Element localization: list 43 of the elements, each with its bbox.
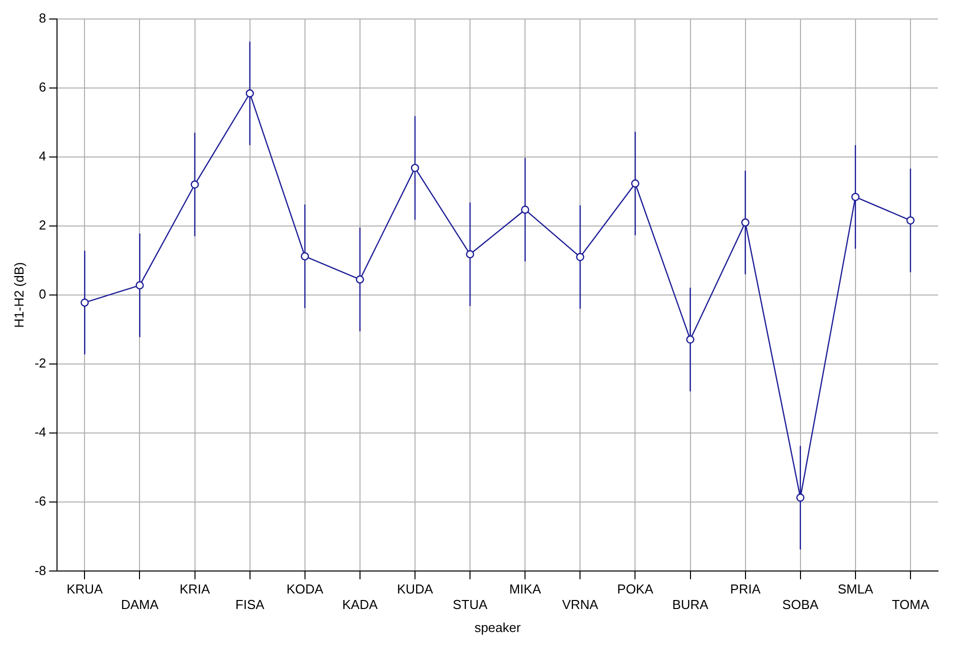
y-tick-label: -2 [34, 356, 46, 371]
point [906, 216, 915, 225]
point [246, 89, 254, 98]
x-tick-label: BURA [672, 597, 709, 612]
x-tick-label: KODA [286, 582, 324, 597]
y-tick-label: -6 [34, 494, 46, 509]
y-tick-label: 4 [38, 148, 46, 164]
point [796, 494, 804, 502]
point [686, 335, 694, 344]
y-tick-label: 6 [38, 79, 46, 94]
x-tick-label: FISA [235, 597, 265, 612]
x-tick-label: STUA [452, 597, 488, 612]
x-tick-label: KUDA [396, 582, 434, 597]
y-tick-label: -8 [34, 562, 46, 578]
point [80, 298, 89, 307]
y-tick-label: -4 [34, 424, 46, 440]
point [410, 164, 420, 172]
y-tick-label: 8 [38, 10, 46, 26]
point [356, 275, 364, 284]
x-tick-label: PRIA [730, 582, 761, 597]
x-tick-label: KADA [342, 597, 378, 612]
point [300, 252, 309, 260]
y-tick-label: 2 [38, 218, 46, 233]
x-tick-label: KRIA [180, 582, 210, 597]
x-tick-label: KRUA [66, 582, 104, 597]
point [851, 192, 860, 202]
x-tick-label: SOBA [782, 597, 819, 612]
x-tick-label: SMLA [838, 582, 874, 597]
point [136, 281, 144, 290]
point [741, 218, 750, 227]
x-axis-title: speaker [474, 620, 522, 635]
x-tick-label: VRNA [562, 597, 599, 612]
x-tick-label: POKA [617, 582, 654, 597]
x-tick-label: DAMA [120, 597, 159, 612]
point [466, 250, 474, 258]
x-tick-label: MIKA [509, 582, 542, 597]
y-axis-title: H1-H2 (dB) [11, 262, 26, 328]
x-tick-label: TOMA [892, 597, 930, 612]
y-tick-label: 0 [38, 286, 46, 302]
point [576, 252, 584, 262]
point [190, 180, 199, 189]
point [521, 206, 530, 214]
point [631, 179, 640, 188]
